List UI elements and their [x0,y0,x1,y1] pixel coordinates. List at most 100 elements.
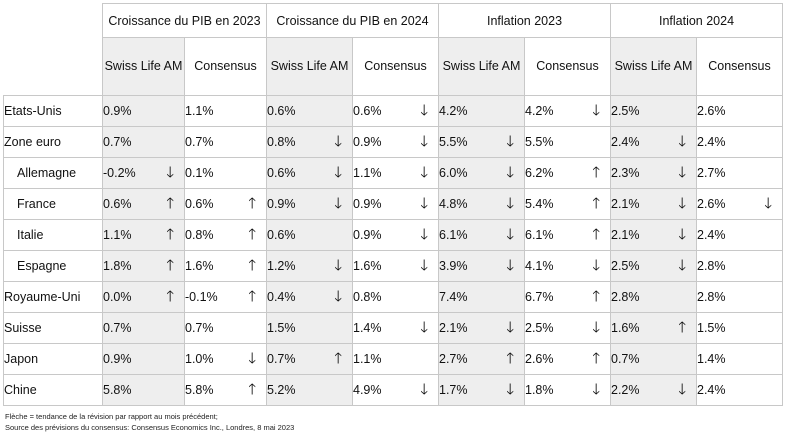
value-text: 6.7% [525,290,554,304]
arrow-up-icon: 🡑 [166,287,174,306]
footnote-source: Source des prévisions du consensus: Cons… [5,423,295,432]
value-text: 2.5% [525,321,554,335]
consensus-cell: 0.7% [184,312,267,344]
consensus-cell: 6.1% 🡑 [524,219,611,251]
value-text: 0.6% [353,104,382,118]
value-text: 0.6% [267,104,296,118]
subheader-swisslife: Swiss Life AM [102,37,185,96]
country-label: Royaume-Uni [3,281,103,313]
value-text: 6.2% [525,166,554,180]
swisslife-cell: 0.7% [610,343,697,375]
value-text: 0.6% [103,197,132,211]
value-text: 0.1% [185,166,214,180]
subheader-swisslife: Swiss Life AM [438,37,525,96]
value-text: 2.4% [697,228,726,242]
value-text: 2.1% [611,197,640,211]
value-text: 5.8% [103,383,132,397]
group-header-gdp-2024: Croissance du PIB en 2024 [266,3,439,38]
value-text: 2.5% [611,104,640,118]
table-row: Zone euro 0.7% 0.7% 0.8% 🡓 0.9% 🡓 5.5% 🡓 5.5% 2.4%… [3,126,783,158]
consensus-cell: 1.8% 🡓 [524,374,611,406]
subheader-consensus: Consensus [696,37,783,96]
value-text: 2.4% [697,135,726,149]
value-text: 2.3% [611,166,640,180]
arrow-up-icon: 🡑 [592,287,600,306]
value-text: 6.0% [439,166,468,180]
swisslife-cell: 5.5% 🡓 [438,126,525,158]
arrow-down-icon: 🡓 [678,225,686,244]
swisslife-cell: 5.8% [102,374,185,406]
arrow-down-icon: 🡓 [248,349,256,368]
arrow-down-icon: 🡓 [506,318,514,337]
swisslife-cell: -0.2% 🡓 [102,157,185,189]
arrow-down-icon: 🡓 [334,287,342,306]
value-text: 0.7% [267,352,296,366]
arrow-down-icon: 🡓 [678,194,686,213]
group-header-gdp-2023: Croissance du PIB en 2023 [102,3,267,38]
value-text: 0.7% [103,135,132,149]
value-text: -0.1% [185,290,218,304]
footnotes: Flèche = tendance de la révision par rap… [5,411,294,433]
swisslife-cell: 0.4% 🡓 [266,281,353,313]
subheader-consensus: Consensus [524,37,611,96]
arrow-down-icon: 🡓 [678,163,686,182]
country-label: Suisse [3,312,103,344]
value-text: 6.1% [439,228,468,242]
swisslife-cell: 7.4% [438,281,525,313]
arrow-down-icon: 🡓 [678,380,686,399]
value-text: 5.8% [185,383,214,397]
consensus-cell: 1.5% [696,312,783,344]
swisslife-cell: 0.6% [266,219,353,251]
value-text: 0.4% [267,290,296,304]
arrow-down-icon: 🡓 [592,318,600,337]
arrow-down-icon: 🡓 [506,194,514,213]
value-text: 2.1% [439,321,468,335]
value-text: 1.0% [185,352,214,366]
consensus-cell: 1.1% [184,95,267,127]
swisslife-cell: 1.1% 🡑 [102,219,185,251]
arrow-down-icon: 🡓 [334,132,342,151]
consensus-cell: 2.8% [696,281,783,313]
consensus-cell: 0.1% [184,157,267,189]
arrow-down-icon: 🡓 [420,225,428,244]
value-text: 2.6% [697,104,726,118]
swisslife-cell: 0.0% 🡑 [102,281,185,313]
value-text: 2.2% [611,383,640,397]
arrow-down-icon: 🡓 [420,256,428,275]
swisslife-cell: 2.1% 🡓 [610,219,697,251]
consensus-cell: 4.2% 🡓 [524,95,611,127]
arrow-up-icon: 🡑 [592,194,600,213]
consensus-cell: 0.8% 🡑 [184,219,267,251]
swisslife-cell: 1.7% 🡓 [438,374,525,406]
table-row: Japon 0.9% 1.0% 🡓 0.7% 🡑 1.1% 2.7% 🡑 2.6% 🡑 0.7% 1.4… [3,343,783,375]
value-text: 0.7% [185,321,214,335]
header-corner [3,3,103,96]
consensus-cell: 2.5% 🡓 [524,312,611,344]
swisslife-cell: 4.8% 🡓 [438,188,525,220]
value-text: 4.2% [525,104,554,118]
consensus-cell: 5.5% [524,126,611,158]
value-text: -0.2% [103,166,136,180]
swisslife-cell: 2.5% [610,95,697,127]
value-text: 0.8% [267,135,296,149]
arrow-down-icon: 🡓 [506,380,514,399]
arrow-down-icon: 🡓 [420,101,428,120]
consensus-cell: 0.7% [184,126,267,158]
value-text: 1.6% [185,259,214,273]
value-text: 1.2% [267,259,296,273]
swisslife-cell: 0.9% [102,95,185,127]
arrow-up-icon: 🡑 [248,194,256,213]
country-label: Japon [3,343,103,375]
value-text: 1.4% [353,321,382,335]
arrow-up-icon: 🡑 [248,256,256,275]
forecast-table: Croissance du PIB en 2023 Croissance du … [3,3,783,406]
arrow-down-icon: 🡓 [592,256,600,275]
arrow-down-icon: 🡓 [166,163,174,182]
swisslife-cell: 0.8% 🡓 [266,126,353,158]
value-text: 1.1% [185,104,214,118]
value-text: 0.8% [353,290,382,304]
consensus-cell: 2.6% 🡑 [524,343,611,375]
arrow-down-icon: 🡓 [420,194,428,213]
value-text: 1.4% [697,352,726,366]
swisslife-cell: 0.6% 🡑 [102,188,185,220]
